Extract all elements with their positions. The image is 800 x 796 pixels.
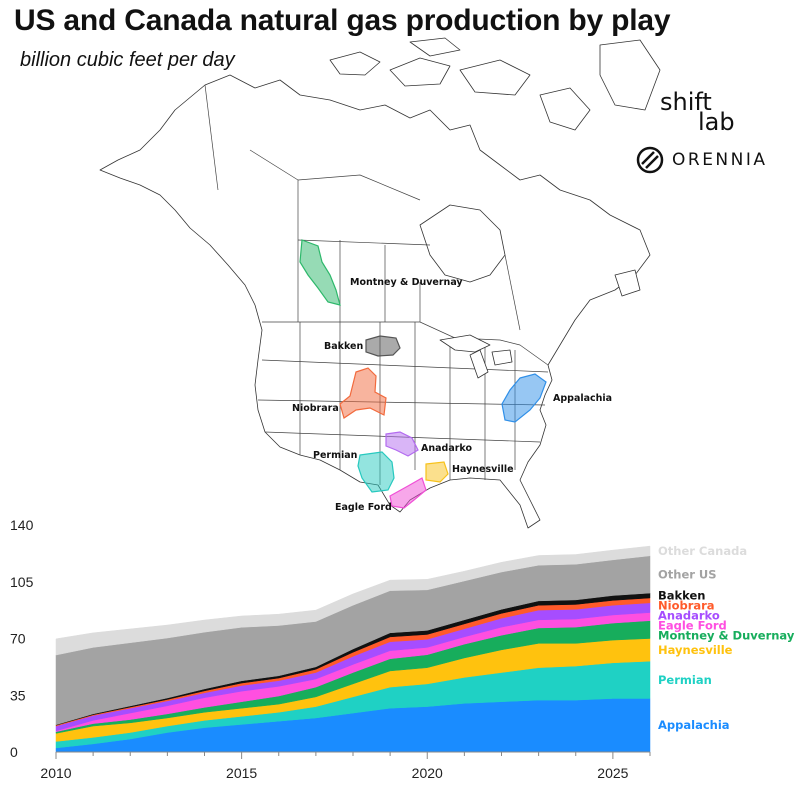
arctic-island [459,59,531,96]
region-label-haynesville: Haynesville [452,464,514,475]
region-niobrara [339,367,387,419]
region-anadarko [385,431,419,457]
legend-label-permian: Permian [658,673,712,687]
y-axis: 0 35 70 105 140 [10,517,34,760]
y-tick-label: 70 [10,631,26,647]
shiftlab-logo-line1: shift [660,88,712,116]
x-tick-label: 2020 [412,765,443,781]
region-appalachia [501,373,547,423]
region-label-permian: Permian [313,450,358,461]
orennia-logo-text: ORENNIA [672,150,768,170]
x-tick-label: 2025 [597,765,628,781]
y-tick-label: 140 [10,517,34,533]
region-label-anadarko: Anadarko [421,443,472,454]
alaska-border [204,84,219,191]
shiftlab-logo: shift lab [660,88,735,136]
arctic-island [409,37,461,57]
region-label-appalachia: Appalachia [553,393,612,404]
legend-label-montney-duvernay: Montney & Duvernay [658,629,795,643]
region-montney-duvernay [299,239,341,306]
great-lakes [469,349,489,379]
arctic-island [389,57,451,87]
great-lakes [439,334,491,353]
region-bakken [365,335,401,357]
state-border [257,399,546,406]
region-label-eagle-ford: Eagle Ford [335,502,392,513]
legend-label-anadarko: Anadarko [658,609,720,623]
x-tick-label: 2015 [226,765,257,781]
area-series-other-canada [55,545,651,656]
orennia-mark-icon [636,146,664,174]
region-haynesville [425,461,449,483]
play-regions [299,239,547,509]
greenland-edge [599,39,661,111]
legend-label-haynesville: Haynesville [658,643,733,657]
chart-title: US and Canada natural gas production by … [14,4,671,37]
legend-label-other-us: Other US [658,567,717,581]
y-tick-label: 105 [10,574,34,590]
shiftlab-logo-line2: lab [698,108,735,136]
series-areas [55,545,651,753]
province-border [504,254,521,331]
legend-label-niobrara: Niobrara [658,599,715,613]
legend-label-other-canada: Other Canada [658,544,747,558]
legend-label-bakken: Bakken [658,589,706,603]
state-border [261,359,549,373]
region-label-bakken: Bakken [324,341,363,352]
legend-label-eagle-ford: Eagle Ford [658,619,727,633]
x-tick-label: 2010 [40,765,71,781]
y-tick-label: 35 [10,687,26,703]
x-axis: 2010 2015 2020 2025 [40,751,651,781]
newfoundland [614,269,641,297]
region-permian [357,451,395,493]
legend-label-appalachia: Appalachia [658,718,730,732]
series-legend: Other Canada Other US BakkenNiobraraAnadar… [658,544,795,732]
province-border [297,174,421,201]
region-label-niobrara: Niobrara [292,403,339,414]
chart-subtitle: billion cubic feet per day [20,49,235,71]
arctic-island [329,51,381,76]
y-tick-label: 0 [10,744,18,760]
orennia-logo: ORENNIA [636,146,768,174]
hudson-bay [419,204,506,283]
stacked-area-chart: 0 35 70 105 140 2010 2015 2020 2025 Other Canad… [10,517,795,781]
region-label-montney: Montney & Duvernay [350,277,463,288]
province-border [249,149,299,181]
arctic-island [539,87,591,131]
province-border [297,239,431,246]
region-eagle-ford [389,477,427,509]
region-labels: Montney & Duvernay Bakken Niobrara Appal… [292,277,612,513]
great-lakes [491,349,513,366]
